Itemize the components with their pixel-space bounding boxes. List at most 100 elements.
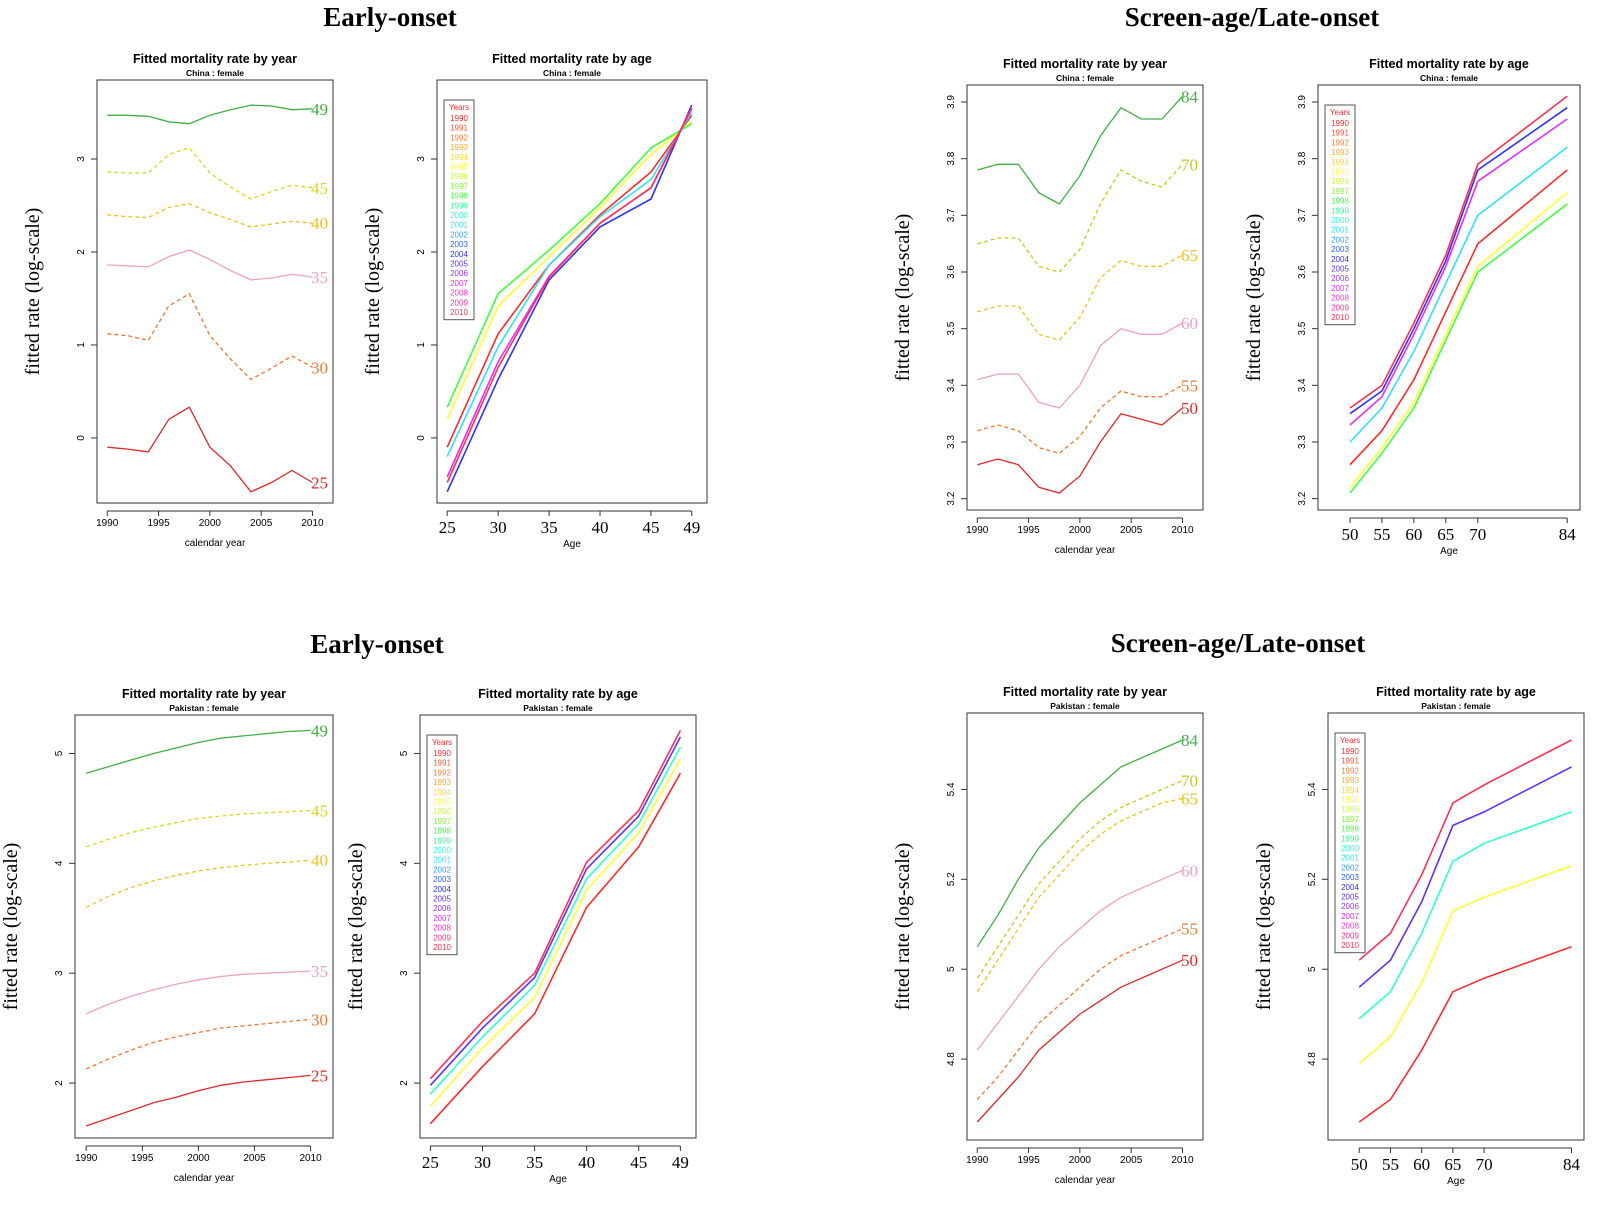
series-line-1995 xyxy=(1358,865,1572,1065)
series-line-25 xyxy=(85,1074,311,1127)
series-label-55: 55 xyxy=(1181,376,1198,395)
series-label-84: 84 xyxy=(1181,87,1199,106)
chart-title: Fitted mortality rate by age xyxy=(1376,685,1536,699)
y-axis-label: fitted rate (log-scale) xyxy=(1243,214,1265,382)
series-line-70 xyxy=(976,779,1183,979)
y-tick-label: 3.4 xyxy=(1297,378,1308,392)
series-line-2001 xyxy=(1349,146,1568,443)
legend-item-1991: 1991 xyxy=(433,759,451,768)
legend-item-2004: 2004 xyxy=(1341,883,1359,892)
legend-item-1990: 1990 xyxy=(1331,119,1349,128)
series-label-65: 65 xyxy=(1181,246,1198,265)
legend-item-1996: 1996 xyxy=(450,172,468,181)
y-tick-label: 3.5 xyxy=(1297,321,1308,335)
legend-item-2006: 2006 xyxy=(1331,274,1349,283)
legend-item-2003: 2003 xyxy=(433,875,451,884)
y-tick-label: 1 xyxy=(416,342,427,348)
legend-item-1993: 1993 xyxy=(1341,776,1359,785)
series-line-2004 xyxy=(1349,107,1568,415)
legend-item-1998: 1998 xyxy=(433,827,451,836)
chart-title: Fitted mortality rate by year xyxy=(122,687,286,701)
chart-title: Fitted mortality rate by age xyxy=(478,687,638,701)
y-axis-label: fitted rate (log-scale) xyxy=(892,214,914,382)
x-tick-label: 49 xyxy=(683,518,700,537)
series-line-2000 xyxy=(429,746,682,1095)
x-axis-label: Age xyxy=(1447,1176,1465,1187)
series-line-84 xyxy=(976,739,1183,948)
y-tick-label: 3.3 xyxy=(946,435,957,449)
legend-item-1990: 1990 xyxy=(1341,747,1359,756)
legend-item-1999: 1999 xyxy=(1341,834,1359,843)
x-tick-label: 70 xyxy=(1469,525,1486,544)
series-line-2004 xyxy=(446,104,693,493)
x-tick-label: 2010 xyxy=(1171,525,1194,536)
y-tick-label: 3 xyxy=(399,970,410,976)
legend-item-2006: 2006 xyxy=(450,269,468,278)
legend-item-1994: 1994 xyxy=(1331,158,1349,167)
legend-item-2001: 2001 xyxy=(1331,226,1349,235)
y-tick-label: 3.3 xyxy=(1297,435,1308,449)
legend-item-2002: 2002 xyxy=(1331,235,1349,244)
series-line-1998 xyxy=(446,123,693,408)
series-line-30 xyxy=(107,292,313,381)
legend-item-2007: 2007 xyxy=(1341,912,1359,921)
legend-item-2007: 2007 xyxy=(433,914,451,923)
y-tick-label: 3 xyxy=(416,156,427,162)
series-line-55 xyxy=(977,384,1183,455)
legend-item-2005: 2005 xyxy=(433,895,451,904)
y-axis-label: fitted rate (log-scale) xyxy=(22,208,44,376)
series-line-1995 xyxy=(429,758,682,1107)
y-axis-label: fitted rate (log-scale) xyxy=(1253,843,1275,1011)
series-label-70: 70 xyxy=(1181,155,1198,174)
legend-box xyxy=(1334,732,1366,954)
y-tick-label: 0 xyxy=(76,435,87,441)
x-tick-label: 2010 xyxy=(1171,1155,1194,1166)
x-tick-label: 84 xyxy=(1563,1155,1581,1174)
legend-item-1997: 1997 xyxy=(450,182,468,191)
y-tick-label: 5 xyxy=(54,750,65,756)
y-tick-label: 3.7 xyxy=(1297,208,1308,222)
x-tick-label: 50 xyxy=(1351,1155,1368,1174)
series-label-40: 40 xyxy=(311,851,328,870)
legend-box xyxy=(1324,104,1356,326)
legend-item-2004: 2004 xyxy=(1331,255,1349,264)
legend-item-2010: 2010 xyxy=(1341,941,1359,950)
x-tick-label: 40 xyxy=(592,518,609,537)
series-line-45 xyxy=(107,147,313,200)
legend-item-2008: 2008 xyxy=(1331,294,1349,303)
series-line-49 xyxy=(107,104,313,125)
series-line-55 xyxy=(976,928,1183,1100)
legend-item-2005: 2005 xyxy=(1331,265,1349,274)
legend-item-1992: 1992 xyxy=(433,768,451,777)
y-tick-label: 3.8 xyxy=(946,151,957,165)
chart-title: Fitted mortality rate by year xyxy=(133,52,297,66)
legend-item-1993: 1993 xyxy=(1331,148,1349,157)
y-tick-label: 2 xyxy=(54,1080,65,1086)
legend-title: Years xyxy=(432,738,452,747)
x-tick-label: 2010 xyxy=(299,1153,322,1164)
plot-frame xyxy=(74,714,334,1139)
series-line-2001 xyxy=(446,112,693,457)
y-tick-label: 3.8 xyxy=(1297,151,1308,165)
y-tick-label: 4 xyxy=(54,860,65,866)
legend-item-1992: 1992 xyxy=(1341,766,1359,775)
x-axis-label: calendar year xyxy=(1055,1175,1116,1186)
x-tick-label: 35 xyxy=(541,518,558,537)
x-tick-label: 1990 xyxy=(966,1155,989,1166)
x-tick-label: 1995 xyxy=(131,1153,154,1164)
plot-frame xyxy=(436,79,708,504)
legend-item-1990: 1990 xyxy=(433,749,451,758)
legend-box xyxy=(426,734,458,956)
series-label-70: 70 xyxy=(1181,771,1198,790)
y-tick-label: 5 xyxy=(1307,966,1318,972)
x-tick-label: 2005 xyxy=(243,1153,266,1164)
legend-item-1995: 1995 xyxy=(433,798,451,807)
series-label-49: 49 xyxy=(311,100,328,119)
x-tick-label: 25 xyxy=(439,518,456,537)
legend-item-1996: 1996 xyxy=(1331,177,1349,186)
series-line-1990 xyxy=(429,772,682,1125)
legend-item-2000: 2000 xyxy=(1341,844,1359,853)
x-tick-label: 60 xyxy=(1405,525,1422,544)
chart-subtitle: China : female xyxy=(543,68,601,78)
